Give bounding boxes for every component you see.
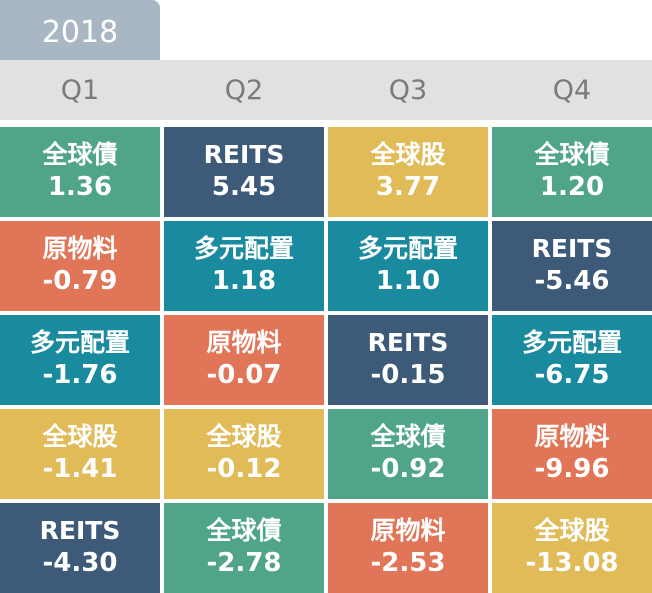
grid-cell: 全球股 3.77	[328, 127, 488, 217]
quarter-header-q3: Q3	[388, 74, 428, 106]
grid-cell: 原物料 -0.07	[164, 315, 324, 405]
grid-cell: 全球股 -0.12	[164, 409, 324, 499]
grid-cell: REITS 5.45	[164, 127, 324, 217]
quarter-header-q4: Q4	[552, 74, 592, 106]
quarter-header-q2: Q2	[224, 74, 264, 106]
grid-cell: REITS -0.15	[328, 315, 488, 405]
asset-class-label: 全球債	[370, 422, 446, 452]
grid-cell: 原物料 -0.79	[0, 221, 160, 311]
grid-cell: REITS -4.30	[0, 503, 160, 593]
return-value: 1.20	[539, 172, 605, 203]
return-value: 3.77	[375, 172, 441, 203]
asset-class-label: 多元配置	[193, 234, 294, 264]
return-value: -2.53	[370, 548, 446, 579]
return-value: -0.92	[370, 454, 446, 485]
asset-class-label: 多元配置	[29, 328, 130, 358]
grid-cell: 多元配置 1.18	[164, 221, 324, 311]
asset-class-label: 全球股	[42, 422, 118, 452]
return-value: 1.10	[375, 266, 441, 297]
asset-class-label: 原物料	[534, 422, 610, 452]
return-value: -0.15	[370, 360, 446, 391]
return-value: 5.45	[211, 172, 277, 203]
grid-cell: 多元配置 -6.75	[492, 315, 652, 405]
quarter-header-row: Q1 Q2 Q3 Q4	[0, 60, 652, 120]
grid-cell: 原物料 -9.96	[492, 409, 652, 499]
return-value: -0.12	[206, 454, 282, 485]
return-value: -6.75	[534, 360, 610, 391]
grid-cell: 多元配置 1.10	[328, 221, 488, 311]
asset-class-label: 全球股	[206, 422, 282, 452]
return-value: 1.18	[211, 266, 277, 297]
asset-class-label: REITS	[367, 328, 449, 358]
return-value: -2.78	[206, 548, 282, 579]
asset-class-label: 全球債	[42, 140, 118, 170]
return-value: -5.46	[534, 266, 610, 297]
asset-class-label: 多元配置	[521, 328, 622, 358]
grid-cell: REITS -5.46	[492, 221, 652, 311]
return-value: -4.30	[42, 548, 118, 579]
asset-class-label: 全球債	[206, 516, 282, 546]
asset-class-label: REITS	[531, 234, 613, 264]
return-value: -1.76	[42, 360, 118, 391]
asset-class-label: 全球股	[370, 140, 446, 170]
asset-class-label: 原物料	[42, 234, 118, 264]
return-value: -13.08	[525, 548, 619, 579]
grid-cell: 全球債 -2.78	[164, 503, 324, 593]
grid-cell: 全球股 -13.08	[492, 503, 652, 593]
grid-cell: 多元配置 -1.76	[0, 315, 160, 405]
quarter-header-q1: Q1	[60, 74, 100, 106]
asset-class-label: 原物料	[206, 328, 282, 358]
return-value: -0.79	[42, 266, 118, 297]
grid-cell: 全球債 1.20	[492, 127, 652, 217]
grid-cell: 全球股 -1.41	[0, 409, 160, 499]
grid-cell: 全球債 1.36	[0, 127, 160, 217]
asset-class-label: REITS	[203, 140, 285, 170]
asset-class-label: 多元配置	[357, 234, 458, 264]
asset-class-label: 全球股	[534, 516, 610, 546]
return-value: -9.96	[534, 454, 610, 485]
year-tab[interactable]: 2018	[0, 0, 160, 60]
grid-cell: 原物料 -2.53	[328, 503, 488, 593]
asset-class-label: 全球債	[534, 140, 610, 170]
return-value: 1.36	[47, 172, 113, 203]
asset-class-label: 原物料	[370, 516, 446, 546]
return-value: -1.41	[42, 454, 118, 485]
return-value: -0.07	[206, 360, 282, 391]
grid-cell: 全球債 -0.92	[328, 409, 488, 499]
asset-class-label: REITS	[39, 516, 121, 546]
